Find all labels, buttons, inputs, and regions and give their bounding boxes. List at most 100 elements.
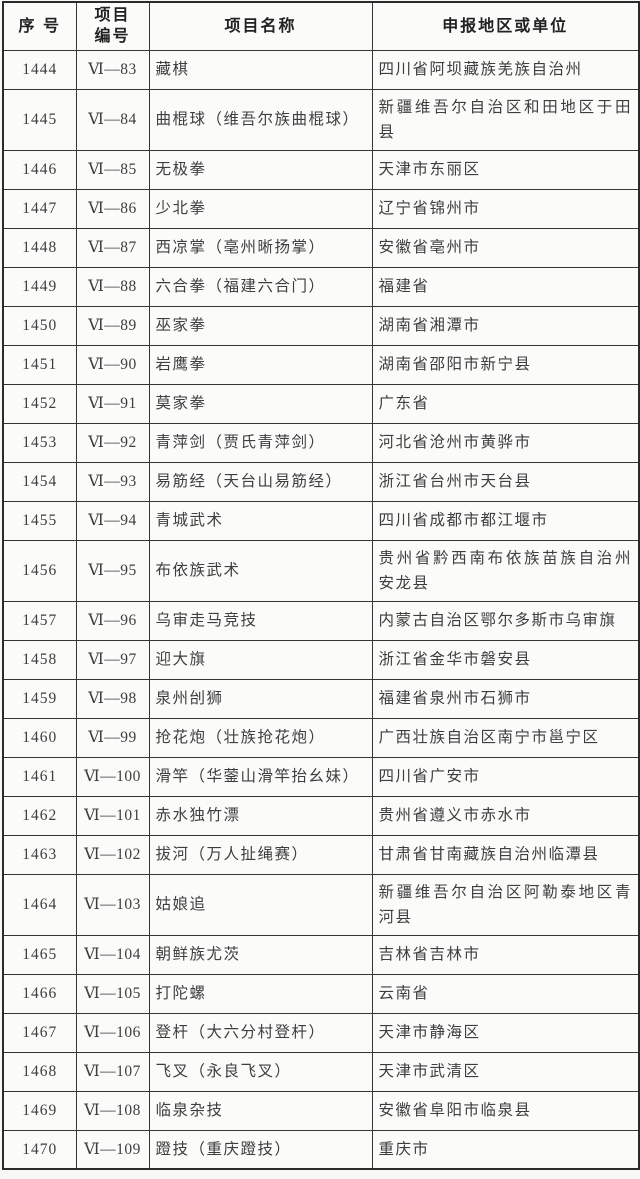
- table-row: 1451 Ⅵ—90 岩鹰拳 湖南省邵阳市新宁县: [2, 344, 640, 385]
- cell-project-name: 藏棋: [148, 49, 373, 90]
- cell-declaring-region: 天津市武清区: [371, 1051, 640, 1092]
- cell-serial-number: 1448: [2, 227, 77, 268]
- table-row: 1465 Ⅵ—104 朝鲜族尤茨 吉林省吉林市: [2, 934, 640, 975]
- cell-declaring-region: 新疆维吾尔自治区阿勒泰地区青河县: [371, 873, 640, 936]
- cell-declaring-region: 新疆维吾尔自治区和田地区于田县: [371, 88, 640, 151]
- cell-project-name: 青萍剑（贾氏青萍剑）: [148, 422, 373, 463]
- table-row: 1469 Ⅵ—108 临泉杂技 安徽省阜阳市临泉县: [2, 1090, 640, 1131]
- table-row: 1455 Ⅵ—94 青城武术 四川省成都市都江堰市: [2, 500, 640, 541]
- cell-project-name: 莫家拳: [148, 383, 373, 424]
- cell-declaring-region: 甘肃省甘南藏族自治州临潭县: [371, 834, 640, 875]
- cell-serial-number: 1453: [2, 422, 77, 463]
- cell-declaring-region: 内蒙古自治区鄂尔多斯市乌审旗: [371, 600, 640, 641]
- cell-project-name: 少北拳: [148, 188, 373, 229]
- table-row: 1449 Ⅵ—88 六合拳（福建六合门） 福建省: [2, 266, 640, 307]
- cell-serial-number: 1468: [2, 1051, 77, 1092]
- header-serial-number: 序 号: [2, 1, 77, 51]
- cell-declaring-region: 浙江省金华市磐安县: [371, 639, 640, 680]
- cell-project-code: Ⅵ—84: [75, 88, 150, 151]
- cell-declaring-region: 河北省沧州市黄骅市: [371, 422, 640, 463]
- cell-declaring-region: 广东省: [371, 383, 640, 424]
- cell-project-name: 乌审走马竞技: [148, 600, 373, 641]
- cell-serial-number: 1444: [2, 49, 77, 90]
- cell-declaring-region: 湖南省湘潭市: [371, 305, 640, 346]
- table-row: 1456 Ⅵ—95 布依族武术 贵州省黔西南布依族苗族自治州安龙县: [2, 539, 640, 602]
- cell-project-code: Ⅵ—108: [75, 1090, 150, 1131]
- cell-project-name: 六合拳（福建六合门）: [148, 266, 373, 307]
- table-row: 1446 Ⅵ—85 无极拳 天津市东丽区: [2, 149, 640, 190]
- table-row: 1461 Ⅵ—100 滑竿（华蓥山滑竿抬幺妹） 四川省广安市: [2, 756, 640, 797]
- cell-project-name: 曲棍球（维吾尔族曲棍球）: [148, 88, 373, 151]
- cell-project-name: 岩鹰拳: [148, 344, 373, 385]
- cell-declaring-region: 吉林省吉林市: [371, 934, 640, 975]
- table-row: 1470 Ⅵ—109 蹬技（重庆蹬技） 重庆市: [2, 1129, 640, 1170]
- cell-project-name: 布依族武术: [148, 539, 373, 602]
- table-row: 1468 Ⅵ—107 飞叉（永良飞叉） 天津市武清区: [2, 1051, 640, 1092]
- cell-serial-number: 1461: [2, 756, 77, 797]
- cell-declaring-region: 广西壮族自治区南宁市邕宁区: [371, 717, 640, 758]
- cell-project-code: Ⅵ—95: [75, 539, 150, 602]
- header-project-name: 项目名称: [148, 1, 373, 51]
- cell-project-name: 抢花炮（壮族抢花炮）: [148, 717, 373, 758]
- cell-serial-number: 1456: [2, 539, 77, 602]
- cell-project-name: 青城武术: [148, 500, 373, 541]
- cell-declaring-region: 福建省: [371, 266, 640, 307]
- cell-project-name: 蹬技（重庆蹬技）: [148, 1129, 373, 1170]
- cell-serial-number: 1457: [2, 600, 77, 641]
- table-row: 1467 Ⅵ—106 登杆（大六分村登杆） 天津市静海区: [2, 1012, 640, 1053]
- cell-serial-number: 1465: [2, 934, 77, 975]
- cell-project-code: Ⅵ—91: [75, 383, 150, 424]
- cell-project-code: Ⅵ—94: [75, 500, 150, 541]
- table-row: 1454 Ⅵ—93 易筋经（天台山易筋经） 浙江省台州市天台县: [2, 461, 640, 502]
- cell-project-code: Ⅵ—103: [75, 873, 150, 936]
- cell-project-name: 泉州刣狮: [148, 678, 373, 719]
- cell-declaring-region: 天津市东丽区: [371, 149, 640, 190]
- table-row: 1444 Ⅵ—83 藏棋 四川省阿坝藏族羌族自治州: [2, 49, 640, 90]
- cell-serial-number: 1469: [2, 1090, 77, 1131]
- table-row: 1462 Ⅵ—101 赤水独竹漂 贵州省遵义市赤水市: [2, 795, 640, 836]
- cell-project-name: 巫家拳: [148, 305, 373, 346]
- table-row: 1448 Ⅵ—87 西凉掌（亳州晰扬掌） 安徽省亳州市: [2, 227, 640, 268]
- cell-declaring-region: 安徽省亳州市: [371, 227, 640, 268]
- header-project-code: 项目 编号: [75, 1, 150, 51]
- cell-project-code: Ⅵ—107: [75, 1051, 150, 1092]
- cell-project-code: Ⅵ—96: [75, 600, 150, 641]
- table-header-row: 序 号 项目 编号 项目名称 申报地区或单位: [2, 1, 640, 51]
- cell-declaring-region: 四川省成都市都江堰市: [371, 500, 640, 541]
- cell-serial-number: 1447: [2, 188, 77, 229]
- cell-project-code: Ⅵ—105: [75, 973, 150, 1014]
- cell-serial-number: 1463: [2, 834, 77, 875]
- cell-project-name: 赤水独竹漂: [148, 795, 373, 836]
- cell-declaring-region: 辽宁省锦州市: [371, 188, 640, 229]
- cell-project-code: Ⅵ—92: [75, 422, 150, 463]
- cell-project-code: Ⅵ—98: [75, 678, 150, 719]
- cell-project-code: Ⅵ—89: [75, 305, 150, 346]
- cell-declaring-region: 安徽省阜阳市临泉县: [371, 1090, 640, 1131]
- cell-project-code: Ⅵ—97: [75, 639, 150, 680]
- table-row: 1452 Ⅵ—91 莫家拳 广东省: [2, 383, 640, 424]
- cell-project-name: 姑娘追: [148, 873, 373, 936]
- cell-serial-number: 1450: [2, 305, 77, 346]
- cell-serial-number: 1445: [2, 88, 77, 151]
- cell-serial-number: 1470: [2, 1129, 77, 1170]
- cell-project-code: Ⅵ—87: [75, 227, 150, 268]
- cell-project-code: Ⅵ—109: [75, 1129, 150, 1170]
- cell-project-code: Ⅵ—86: [75, 188, 150, 229]
- cell-project-code: Ⅵ—83: [75, 49, 150, 90]
- cell-project-code: Ⅵ—101: [75, 795, 150, 836]
- cell-project-code: Ⅵ—104: [75, 934, 150, 975]
- cell-serial-number: 1446: [2, 149, 77, 190]
- cell-project-name: 打陀螺: [148, 973, 373, 1014]
- cell-project-name: 滑竿（华蓥山滑竿抬幺妹）: [148, 756, 373, 797]
- cell-declaring-region: 云南省: [371, 973, 640, 1014]
- table-row: 1459 Ⅵ—98 泉州刣狮 福建省泉州市石狮市: [2, 678, 640, 719]
- cell-project-code: Ⅵ—93: [75, 461, 150, 502]
- cell-declaring-region: 四川省阿坝藏族羌族自治州: [371, 49, 640, 90]
- cell-serial-number: 1464: [2, 873, 77, 936]
- table-row: 1453 Ⅵ—92 青萍剑（贾氏青萍剑） 河北省沧州市黄骅市: [2, 422, 640, 463]
- cell-declaring-region: 四川省广安市: [371, 756, 640, 797]
- header-declaring-region: 申报地区或单位: [371, 1, 640, 51]
- cell-project-code: Ⅵ—100: [75, 756, 150, 797]
- cell-project-name: 迎大旗: [148, 639, 373, 680]
